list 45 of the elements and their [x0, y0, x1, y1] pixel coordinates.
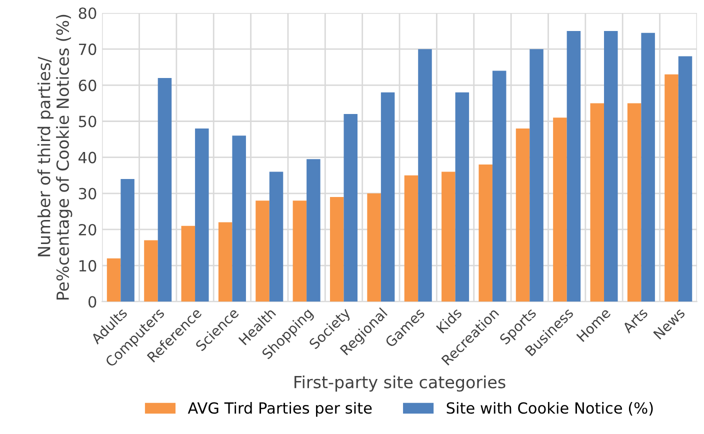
y-tick-label: 80: [78, 7, 96, 20]
y-tick-label: 50: [78, 116, 96, 128]
bar: [604, 31, 618, 302]
bar: [144, 240, 158, 302]
bar: [330, 197, 344, 302]
bar: [344, 114, 358, 302]
bar: [306, 159, 320, 302]
bar: [418, 49, 432, 302]
bar: [218, 222, 232, 302]
bar: [367, 193, 381, 302]
bar: [404, 175, 418, 302]
bar: [492, 70, 506, 302]
bar: [627, 103, 642, 302]
bar: [664, 74, 678, 302]
bar: [181, 226, 196, 302]
bar: [455, 92, 470, 302]
bar: [292, 200, 307, 302]
legend-label: Site with Cookie Notice (%): [446, 402, 653, 416]
bar: [158, 78, 172, 302]
bar: [553, 118, 567, 302]
bar: [516, 128, 530, 302]
bar: [106, 258, 121, 302]
x-axis-title: First-party site categories: [294, 375, 506, 392]
legend-label: AVG Tird Parties per site: [188, 402, 372, 417]
y-tick-label: 60: [78, 80, 96, 92]
bar: [232, 136, 246, 302]
y-tick-label: 70: [79, 44, 96, 56]
bar: [678, 56, 692, 302]
bar: [566, 31, 581, 302]
bar: [590, 103, 604, 302]
bar: [120, 178, 134, 302]
y-tick-label: 0: [88, 296, 96, 308]
y-tick-label: 20: [78, 224, 96, 236]
bar: [380, 92, 395, 302]
bar: [641, 32, 655, 302]
bar: [269, 172, 284, 302]
y-tick-label: 30: [78, 188, 96, 200]
bar: [478, 164, 492, 302]
y-tick-label: 10: [79, 260, 96, 272]
y-axis-title: Number of third parties/ Pe%centage of Cookie Notices (%): [37, 14, 72, 300]
bar: [530, 49, 544, 302]
bar: [442, 172, 456, 302]
bar: [195, 128, 209, 302]
bar: [256, 200, 270, 302]
y-tick-label: 40: [78, 152, 96, 164]
